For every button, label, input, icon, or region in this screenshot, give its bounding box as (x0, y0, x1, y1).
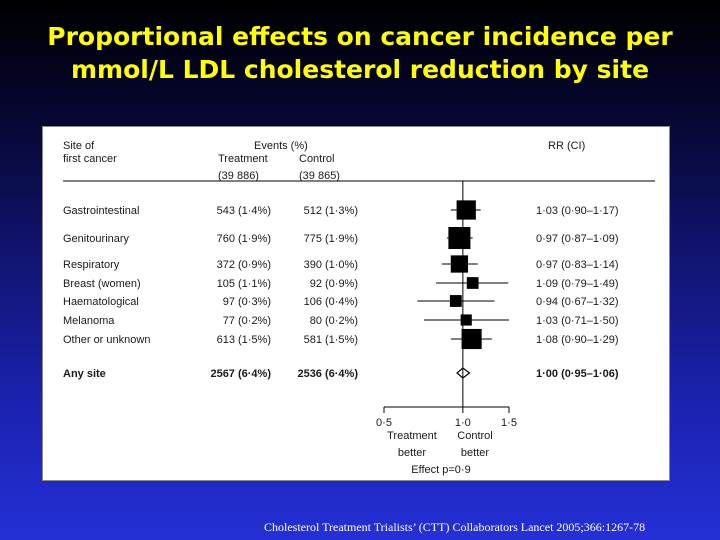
treatment-events: 77 (0·2%) (223, 315, 271, 327)
forest-plot-panel: Site of first cancer Events (%) Treatmen… (42, 126, 670, 481)
control-header: Control (299, 153, 334, 165)
control-events: 92 (0·9%) (310, 278, 358, 290)
forest-row: Melanoma 77 (0·2%) 80 (0·2%) 1·03 (0·71–1·5… (63, 314, 619, 327)
axis-layer: 0·5 1·0 1·5 Treatment better Control better Eff… (376, 181, 517, 476)
effect-square (456, 200, 476, 220)
treatment-better-label: Treatment (387, 430, 437, 442)
x-tick-label: 1·5 (501, 417, 517, 429)
site-label: Haematological (63, 296, 139, 308)
site-label: Respiratory (63, 259, 120, 271)
treatment-events: 613 (1·5%) (217, 334, 271, 346)
treatment-events: 97 (0·3%) (223, 296, 271, 308)
effect-square (466, 277, 479, 289)
treatment-events: 543 (1·4%) (217, 205, 271, 217)
effect-square (460, 314, 472, 326)
events-header: Events (%) (254, 140, 308, 152)
forest-row: Genitourinary 760 (1·9%) 775 (1·9%) 0·97 (0… (63, 227, 619, 249)
control-n: (39 865) (299, 170, 340, 182)
site-label: Melanoma (63, 315, 115, 327)
rr-ci-label: 1·00 (0·95–1·06) (536, 368, 619, 380)
rr-header: RR (CI) (548, 140, 585, 152)
rr-ci-label: 0·97 (0·83–1·14) (536, 259, 619, 271)
title-line-1: Proportional effects on cancer incidence… (47, 22, 673, 51)
treatment-events: 760 (1·9%) (217, 233, 271, 245)
treatment-n: (39 886) (218, 170, 259, 182)
rr-ci-label: 1·03 (0·71–1·50) (536, 315, 619, 327)
site-header-line-1: Site of (63, 140, 95, 152)
slide-title: Proportional effects on cancer incidence… (0, 20, 720, 86)
effect-p-label: Effect p=0·9 (411, 464, 470, 476)
site-label: Gastrointestinal (63, 205, 139, 217)
rr-ci-label: 0·97 (0·87–1·09) (536, 233, 619, 245)
citation-footer: Cholesterol Treatment Trialists’ (CTT) C… (264, 520, 646, 534)
effect-square (461, 328, 482, 350)
treatment-events: 372 (0·9%) (217, 259, 271, 271)
effect-square (449, 295, 462, 307)
forest-row: Breast (women) 105 (1·1%) 92 (0·9%) 1·09 (0… (63, 277, 619, 290)
control-events: 775 (1·9%) (304, 233, 358, 245)
forest-row: Haematological 97 (0·3%) 106 (0·4%) 0·94 (0… (63, 295, 619, 308)
control-events: 106 (0·4%) (304, 296, 358, 308)
site-label: Other or unknown (63, 334, 150, 346)
site-label: Genitourinary (63, 233, 130, 245)
control-better-label: Control (457, 430, 492, 442)
treatment-header: Treatment (218, 153, 268, 165)
forest-plot: Site of first cancer Events (%) Treatmen… (63, 140, 655, 476)
x-tick-label: 1·0 (455, 417, 471, 429)
effect-square (448, 227, 471, 249)
forest-row: Other or unknown 613 (1·5%) 581 (1·5%) 1·08… (63, 328, 619, 350)
x-tick-label: 0·5 (376, 417, 392, 429)
control-events: 80 (0·2%) (310, 315, 358, 327)
title-line-2: mmol/L LDL cholesterol reduction by site (70, 55, 650, 84)
rr-ci-label: 1·09 (0·79–1·49) (536, 278, 619, 290)
rr-ci-label: 1·08 (0·90–1·29) (536, 334, 619, 346)
site-header-line-2: first cancer (63, 153, 117, 165)
site-label: Any site (63, 368, 106, 380)
forest-row: Respiratory 372 (0·9%) 390 (1·0%) 0·97 (0·8… (63, 255, 619, 273)
forest-row: Any site 2567 (6·4%) 2536 (6·4%) 1·00 (0·95… (63, 367, 619, 380)
rr-ci-label: 0·94 (0·67–1·32) (536, 296, 619, 308)
site-label: Breast (women) (63, 278, 141, 290)
rr-ci-label: 1·03 (0·90–1·17) (536, 205, 619, 217)
treatment-events: 105 (1·1%) (217, 278, 271, 290)
rows-layer: Gastrointestinal 543 (1·4%) 512 (1·3%) 1·03… (63, 200, 619, 380)
control-events: 390 (1·0%) (304, 259, 358, 271)
control-events: 581 (1·5%) (304, 334, 358, 346)
forest-row: Gastrointestinal 543 (1·4%) 512 (1·3%) 1·03… (63, 200, 619, 220)
control-better-label: better (461, 447, 489, 459)
effect-square (450, 255, 469, 273)
treatment-better-label: better (398, 447, 426, 459)
control-events: 2536 (6·4%) (297, 368, 358, 380)
treatment-events: 2567 (6·4%) (210, 368, 271, 380)
control-events: 512 (1·3%) (304, 205, 358, 217)
